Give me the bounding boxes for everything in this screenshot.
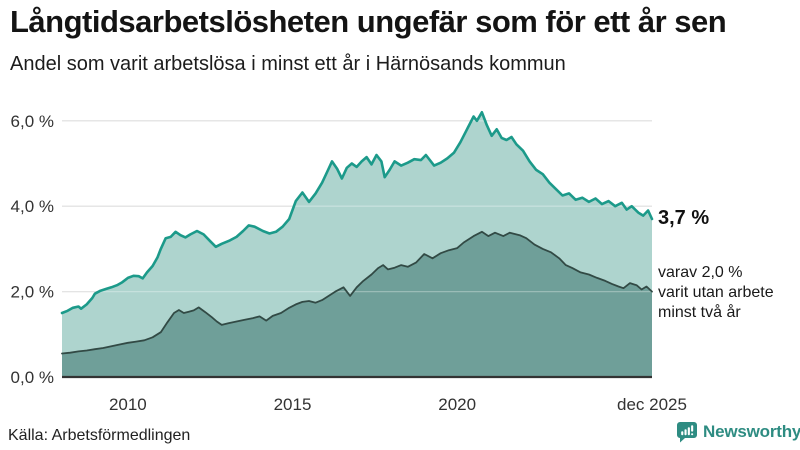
- two-year-annotation-line3: minst två år: [658, 304, 741, 321]
- x-tick-label-dec-2025: dec 2025: [617, 395, 687, 414]
- chart-title: Långtidsarbetslösheten ungefär som för e…: [10, 4, 727, 39]
- y-tick-label-2: 2,0 %: [11, 283, 54, 302]
- two-year-annotation-line1: varav 2,0 %: [658, 264, 743, 281]
- chart-subtitle: Andel som varit arbetslösa i minst ett å…: [10, 52, 566, 75]
- newsworthy-logo-icon: [676, 421, 698, 443]
- chart-header: Långtidsarbetslösheten ungefär som för e…: [10, 4, 800, 76]
- two-year-annotation: varav 2,0 % varit utan arbete minst två …: [658, 263, 774, 323]
- newsworthy-wordmark: Newsworthy: [703, 422, 800, 441]
- area-two-year: [62, 231, 652, 377]
- latest-value-label: 3,7 %: [658, 207, 710, 229]
- x-tick-label-2020: 2020: [438, 395, 476, 414]
- x-tick-label-2015: 2015: [274, 395, 312, 414]
- y-tick-label-4: 4,0 %: [11, 197, 54, 216]
- y-tick-label-0: 0,0 %: [11, 368, 54, 387]
- x-tick-label-2010: 2010: [109, 395, 147, 414]
- two-year-annotation-line2: varit utan arbete: [658, 284, 774, 301]
- line-one-year: [60, 111, 654, 315]
- source-note: Källa: Arbetsförmedlingen: [8, 427, 191, 444]
- y-tick-label-6: 6,0 %: [11, 112, 54, 131]
- line-two-year: [61, 230, 653, 355]
- newsworthy-brand: Newsworthy: [676, 421, 800, 443]
